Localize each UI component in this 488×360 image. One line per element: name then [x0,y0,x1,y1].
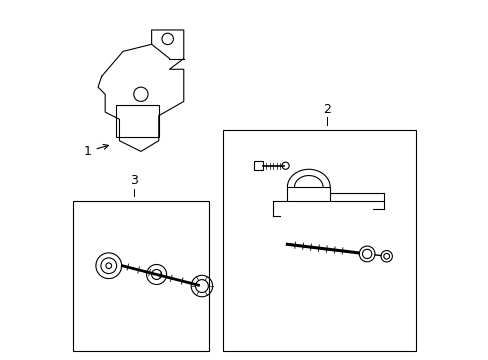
Bar [223,130,415,351]
Text: 2: 2 [322,103,330,116]
Text: 1: 1 [83,144,108,158]
Bar [287,187,329,202]
Bar [73,202,208,351]
Text: 3: 3 [129,174,138,187]
Bar [116,105,159,137]
Bar [254,161,263,170]
